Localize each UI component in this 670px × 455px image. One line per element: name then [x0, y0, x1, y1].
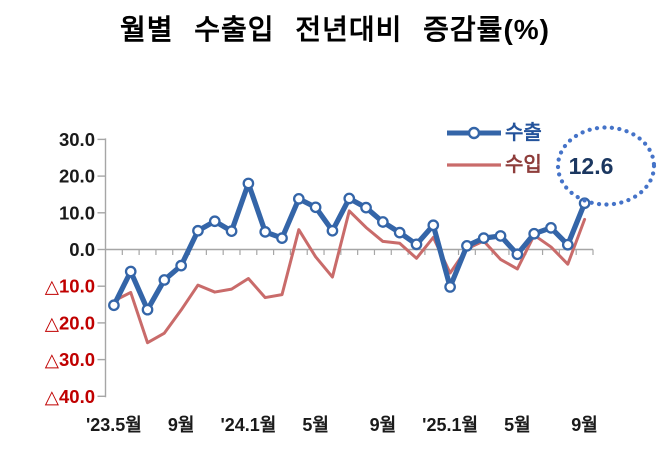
x-tick-label: 5월: [302, 415, 329, 435]
export-data-point-marker: [225, 225, 238, 237]
export-data-point-marker: [410, 238, 423, 251]
y-tick-label: 0.0: [69, 239, 95, 260]
chart-title: 월별 수출입 전년대비 증감률(%): [119, 14, 550, 45]
export-data-point-marker: [192, 224, 204, 237]
export-data-point-marker: [208, 215, 221, 228]
export-data-point-marker: [444, 281, 456, 293]
export-data-point-marker: [477, 232, 490, 244]
y-tick-label: △10.0: [45, 276, 95, 297]
export-data-point-marker: [276, 232, 288, 244]
export-data-point-marker: [360, 201, 372, 214]
x-tick-label: 9월: [571, 415, 598, 435]
export-data-point-marker: [124, 265, 137, 278]
export-data-point-marker: [511, 248, 524, 261]
export-data-point-marker: [393, 226, 406, 239]
export-data-point-marker: [343, 192, 356, 205]
y-tick-label: 10.0: [59, 202, 95, 223]
export-data-point-marker: [259, 226, 272, 238]
export-data-point-marker: [461, 239, 473, 252]
highlight-circle-icon: [555, 125, 657, 207]
export-data-point-marker: [175, 259, 187, 272]
export-data-point-marker: [242, 177, 255, 190]
export-data-point-marker: [309, 201, 322, 214]
export-data-point-marker: [528, 227, 541, 240]
export-data-point-marker: [377, 216, 389, 228]
y-tick-label: 30.0: [59, 129, 95, 150]
legend-item-import: 수입: [446, 149, 542, 181]
export-data-point-marker: [141, 303, 154, 316]
export-data-point-marker: [494, 230, 507, 242]
x-tick-label: '23.5월: [86, 415, 142, 435]
legend-item-export: 수출: [446, 117, 542, 149]
export-data-point-marker: [158, 274, 171, 286]
export-line-swatch-icon: [447, 126, 501, 140]
import-line-swatch-icon: [447, 163, 501, 167]
y-tick-label: 20.0: [59, 166, 95, 187]
export-data-point-marker: [427, 219, 440, 232]
import-legend-label: 수입: [505, 154, 542, 176]
export-data-point-marker: [292, 193, 305, 205]
y-tick-label: △40.0: [45, 386, 95, 407]
export-legend-label: 수출: [505, 122, 542, 144]
y-tick-label: △30.0: [45, 349, 95, 370]
export-data-point-marker: [326, 224, 339, 237]
export-data-point-marker: [561, 238, 574, 251]
x-tick-label: 9월: [168, 415, 195, 435]
export-data-point-marker: [108, 299, 120, 312]
x-tick-label: 9월: [370, 415, 397, 435]
x-tick-label: '24.1월: [220, 415, 276, 435]
x-tick-label: '25.1월: [422, 415, 478, 435]
import-series-line: [112, 209, 587, 345]
legend: 수출 수입: [446, 117, 542, 181]
x-tick-label: 5월: [504, 415, 531, 435]
y-tick-label: △20.0: [45, 312, 95, 333]
export-data-point-marker: [545, 221, 557, 234]
